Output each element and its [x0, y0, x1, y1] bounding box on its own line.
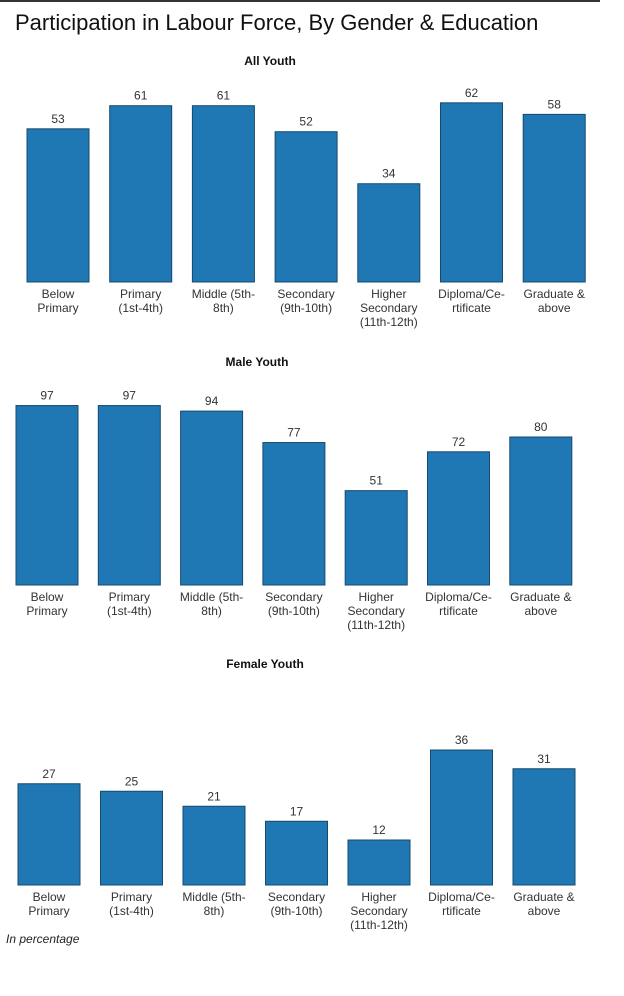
data-label: 97	[40, 389, 54, 403]
tick-label: Secondary	[268, 890, 325, 904]
tick-label: Secondary	[348, 604, 405, 618]
bar	[15, 405, 79, 586]
tick-label: Graduate &	[510, 590, 571, 604]
tick-label: Secondary	[265, 590, 322, 604]
tick-label: Middle (5th-	[180, 590, 243, 604]
tick-label: Higher	[371, 287, 406, 301]
chart-male-youth: Male Youth97BelowPrimary97Primary(1st-4t…	[15, 355, 573, 632]
data-label: 61	[134, 89, 148, 103]
bar	[430, 749, 493, 886]
bar	[265, 820, 328, 886]
bar	[109, 105, 173, 283]
data-label: 77	[287, 426, 301, 440]
bar	[26, 128, 90, 283]
tick-label: 8th)	[213, 301, 234, 315]
bar	[262, 442, 326, 586]
data-label: 36	[455, 733, 469, 747]
tick-label: Diploma/Ce-	[428, 890, 495, 904]
bar	[97, 405, 161, 586]
data-label: 61	[217, 89, 231, 103]
tick-label: Higher	[361, 890, 396, 904]
data-label: 34	[382, 167, 396, 181]
chart-title: Female Youth	[226, 657, 304, 671]
tick-label: above	[528, 904, 561, 918]
data-label: 31	[537, 752, 551, 766]
tick-label: Below	[31, 590, 64, 604]
bar	[347, 839, 411, 886]
tick-label: (1st-4th)	[118, 301, 163, 315]
data-label: 12	[372, 823, 386, 837]
tick-label: Secondary	[277, 287, 334, 301]
data-label: 80	[534, 420, 548, 434]
tick-label: rtificate	[439, 604, 478, 618]
tick-label: above	[538, 301, 571, 315]
bar	[191, 105, 255, 283]
tick-label: Secondary	[360, 301, 417, 315]
tick-label: 8th)	[204, 904, 225, 918]
data-label: 58	[548, 97, 562, 111]
tick-label: Middle (5th-	[192, 287, 255, 301]
tick-label: Primary	[120, 287, 161, 301]
tick-label: (9th-10th)	[280, 301, 332, 315]
tick-label: Primary	[28, 904, 69, 918]
tick-label: Higher	[359, 590, 394, 604]
tick-label: (1st-4th)	[107, 604, 152, 618]
bar	[357, 183, 421, 283]
bar	[522, 113, 586, 283]
tick-label: (11th-12th)	[350, 918, 408, 932]
tick-label: Graduate &	[513, 890, 574, 904]
data-label: 51	[370, 474, 384, 488]
chart-all-youth: All Youth53BelowPrimary61Primary(1st-4th…	[26, 54, 586, 329]
tick-label: rtificate	[452, 301, 491, 315]
tick-label: (11th-12th)	[360, 315, 418, 329]
bar	[182, 805, 246, 886]
bar	[512, 768, 576, 886]
chart-female-youth: Female Youth27BelowPrimary25Primary(1st-…	[17, 657, 576, 932]
chart-title: All Youth	[244, 54, 296, 68]
page-title: Participation in Labour Force, By Gender…	[15, 10, 539, 35]
data-label: 72	[452, 435, 466, 449]
data-label: 94	[205, 394, 219, 408]
tick-label: (1st-4th)	[109, 904, 154, 918]
tick-label: 8th)	[201, 604, 222, 618]
tick-label: Middle (5th-	[182, 890, 245, 904]
data-label: 97	[123, 389, 137, 403]
bar	[509, 436, 573, 586]
data-label: 25	[125, 774, 139, 788]
tick-label: Primary	[37, 301, 78, 315]
tick-label: above	[524, 604, 557, 618]
data-label: 27	[42, 767, 56, 781]
tick-label: Primary	[109, 590, 150, 604]
bar	[427, 451, 490, 586]
data-label: 17	[290, 804, 304, 818]
tick-label: rtificate	[442, 904, 481, 918]
tick-label: Secondary	[350, 904, 407, 918]
tick-label: (9th-10th)	[270, 904, 322, 918]
bar	[440, 102, 503, 283]
tick-label: Primary	[111, 890, 152, 904]
data-label: 52	[299, 115, 313, 129]
tick-label: Diploma/Ce-	[438, 287, 505, 301]
tick-label: (11th-12th)	[347, 618, 405, 632]
top-rule	[0, 0, 600, 2]
tick-label: (9th-10th)	[268, 604, 320, 618]
data-label: 62	[465, 86, 479, 100]
units-note: In percentage	[6, 932, 80, 946]
bar	[17, 783, 81, 886]
tick-label: Graduate &	[524, 287, 585, 301]
tick-label: Primary	[26, 604, 67, 618]
data-label: 21	[207, 789, 221, 803]
data-label: 53	[51, 112, 65, 126]
bar	[180, 410, 244, 586]
tick-label: Below	[42, 287, 75, 301]
tick-label: Diploma/Ce-	[425, 590, 492, 604]
bar	[274, 131, 338, 283]
chart-title: Male Youth	[226, 355, 289, 369]
bar	[344, 490, 408, 586]
bar	[100, 790, 163, 886]
tick-label: Below	[33, 890, 66, 904]
